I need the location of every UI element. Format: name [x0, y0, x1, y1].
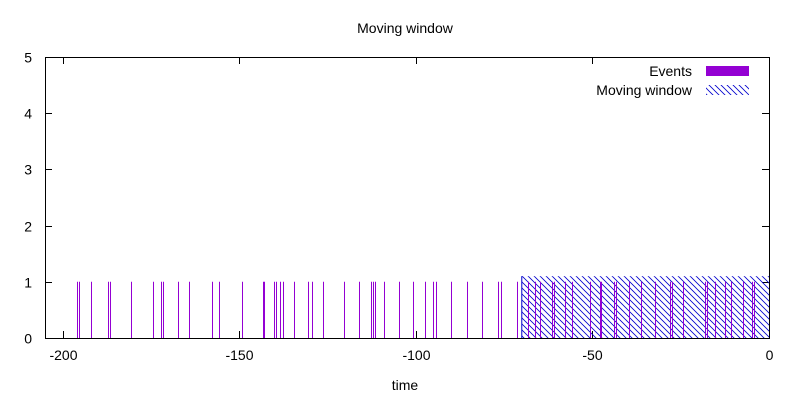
x-tick-label: -50	[582, 347, 602, 363]
y-tick-label: 0	[24, 331, 32, 347]
y-tick-label: 3	[24, 162, 32, 178]
legend: Events Moving window	[596, 63, 749, 98]
plot-frame	[45, 57, 770, 339]
x-tick-label: -150	[225, 347, 253, 363]
chart-title: Moving window	[357, 20, 454, 36]
legend-swatch-window	[706, 85, 749, 95]
moving-window-box	[521, 276, 769, 338]
y-tick-label: 4	[24, 106, 32, 122]
legend-label-events: Events	[649, 63, 692, 79]
x-axis-label: time	[392, 377, 419, 393]
plot-area	[77, 276, 769, 338]
legend-label-window: Moving window	[596, 82, 693, 98]
y-tick-label: 5	[24, 50, 32, 66]
x-tick-label: -100	[402, 347, 430, 363]
legend-swatch-events	[706, 66, 749, 76]
y-tick-label: 1	[24, 275, 32, 291]
y-tick-label: 2	[24, 219, 32, 235]
x-tick-label: 0	[766, 347, 774, 363]
x-tick-label: -200	[49, 347, 77, 363]
